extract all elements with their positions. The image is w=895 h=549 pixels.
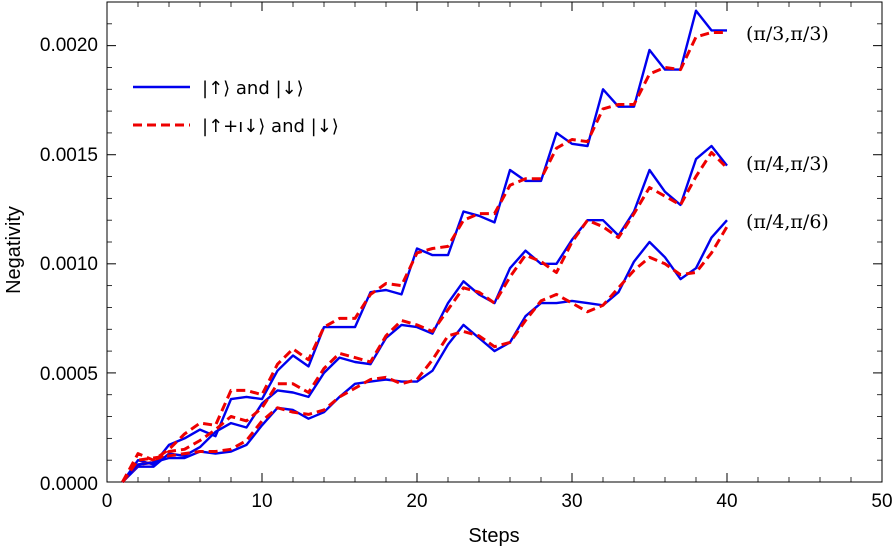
x-tick-label: 30 (561, 491, 582, 512)
y-tick-label: 0.0015 (40, 145, 98, 166)
x-tick-label: 0 (102, 491, 113, 512)
series-line-dashed (121, 31, 727, 483)
series-line-dashed (121, 225, 729, 483)
x-axis-title: Steps (468, 525, 519, 547)
x-tick-label: 20 (406, 491, 427, 512)
legend-label: |↑⟩ and |↓⟩ (202, 78, 304, 99)
series-line-solid (121, 144, 728, 483)
annotation-pi3-pi3: (π/3,π/3) (746, 23, 829, 45)
y-tick-label: 0.0005 (40, 364, 98, 385)
series-line-solid (121, 9, 727, 483)
series-line-dashed (121, 151, 729, 483)
legend: |↑⟩ and |↓⟩ |↑+ı↓⟩ and |↓⟩ (133, 78, 339, 137)
annotation-pi4-pi6: (π/4,π/6) (746, 211, 829, 233)
x-tick-label: 50 (871, 491, 892, 512)
y-tick-label: 0.0010 (40, 254, 98, 275)
y-tick-label: 0.0020 (40, 35, 98, 56)
annotation-pi4-pi3: (π/4,π/3) (746, 153, 829, 175)
x-tick-label: 10 (251, 491, 272, 512)
x-tick-label: 40 (716, 491, 737, 512)
series-line-solid (121, 219, 728, 483)
legend-label: |↑+ı↓⟩ and |↓⟩ (202, 116, 339, 137)
y-axis-title: Negativity (3, 206, 25, 294)
y-tick-label: 0.0000 (40, 474, 98, 495)
